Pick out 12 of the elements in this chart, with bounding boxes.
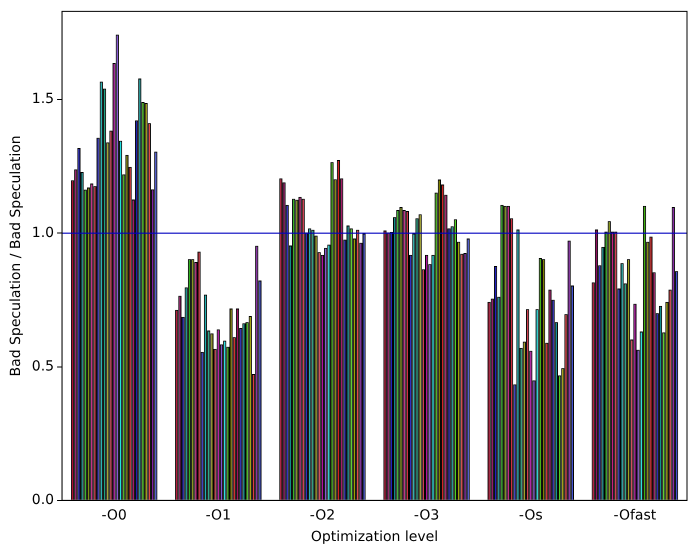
x-tick-label: -Ofast <box>614 507 657 524</box>
y-tick-label: 0.0 <box>32 492 54 508</box>
y-tick-label: 1.5 <box>32 91 54 108</box>
x-tick-label: -O0 <box>101 507 127 524</box>
x-tick-label: -Os <box>518 507 543 524</box>
x-tick-label: -O1 <box>206 507 231 524</box>
x-axis-title: Optimization level <box>310 529 438 546</box>
x-tick-label: -O2 <box>310 507 336 524</box>
y-tick-label: 1.0 <box>32 224 54 241</box>
y-tick-label: 0.5 <box>32 358 54 374</box>
y-axis-title: Bad Speculation / Bad Speculation <box>8 135 24 376</box>
x-tick-label: -O3 <box>414 507 440 524</box>
